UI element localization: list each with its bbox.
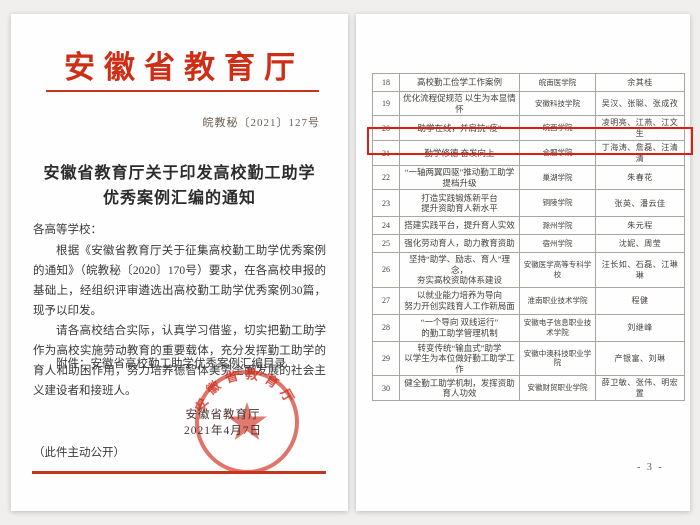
school-name: 巢湖学院 bbox=[519, 165, 596, 190]
author-names: 朱春花 bbox=[595, 165, 685, 190]
row-number: 19 bbox=[372, 91, 400, 116]
author-names: 张英、潘云佳 bbox=[595, 189, 685, 217]
case-list-page: 18 高校勤工俭学工作案例 皖南医学院 余其桂 19 优化流程促规范 以生为本显… bbox=[356, 14, 693, 511]
table-row: 30 健全勤工助学机制，发挥资助育人功效 安徽财贸职业学院 薛卫敏、张伟、明宏置 bbox=[372, 375, 685, 401]
case-name: 转变传统“输血式”助学 以学生为本位做好勤工助学工作 bbox=[399, 340, 520, 376]
author-names: 凌明亮、江燕、江文生 bbox=[595, 115, 685, 141]
school-name: 宿州学院 bbox=[519, 234, 596, 253]
case-name: “一轴两翼四驱”推动勤工助学提档升级 bbox=[399, 165, 520, 190]
case-name: 优化流程促规范 以生为本显情怀 bbox=[399, 91, 520, 116]
org-name-header: 安徽省教育厅 bbox=[64, 50, 304, 85]
row-number: 27 bbox=[372, 286, 400, 315]
table-row: 29 转变传统“输血式”助学 以学生为本位做好勤工助学工作 安徽中澳科技职业学院… bbox=[372, 340, 685, 376]
case-name: 以就业能力培养为导向 努力开创实践育人工作新局面 bbox=[399, 286, 520, 315]
row-number: 21 bbox=[372, 140, 400, 166]
case-table: 18 高校勤工俭学工作案例 皖南医学院 余其桂 19 优化流程促规范 以生为本显… bbox=[372, 73, 685, 401]
disclosure-note: （此件主动公开） bbox=[33, 447, 125, 459]
case-name: 搭建实践平台，提升育人实效 bbox=[399, 216, 520, 235]
row-number: 25 bbox=[372, 234, 400, 253]
salutation: 各高等学校： bbox=[33, 224, 102, 236]
table-row-highlighted: 21 勤学修德 奋发向上 合肥学院 丁海涛、詹磊、汪清清 bbox=[372, 140, 685, 166]
case-name: 健全勤工助学机制，发挥资助育人功效 bbox=[399, 375, 520, 401]
row-number: 30 bbox=[372, 375, 400, 401]
author-names: 刘继峰 bbox=[595, 313, 685, 342]
author-names: 吴汉、张聪、张成孜 bbox=[595, 91, 685, 116]
header-divider bbox=[46, 90, 319, 92]
table-row: 28 “一个导向 双线运行” 的勤工助学管理机制 安徽电子信息职业技术学院 刘继… bbox=[372, 313, 685, 342]
table-row: 22 “一轴两翼四驱”推动勤工助学提档升级 巢湖学院 朱春花 bbox=[372, 165, 685, 190]
school-name: 安徽财贸职业学院 bbox=[519, 375, 596, 401]
school-name: 安徽中澳科技职业学院 bbox=[519, 340, 596, 376]
row-number: 20 bbox=[372, 115, 400, 141]
doc-number: 皖教秘〔2021〕127号 bbox=[202, 117, 320, 129]
school-name: 铜陵学院 bbox=[519, 189, 596, 217]
case-name: 助学在线，并肩抗“疫” bbox=[399, 115, 520, 141]
paragraph: 根据《安徽省教育厅关于征集高校勤工助学优秀案例的通知》（皖教秘〔2020〕170… bbox=[33, 245, 326, 317]
page-number: - 3 - bbox=[637, 462, 664, 473]
table-row: 24 搭建实践平台，提升育人实效 滁州学院 朱元程 bbox=[372, 216, 685, 235]
school-name: 滁州学院 bbox=[519, 216, 596, 235]
row-number: 26 bbox=[372, 252, 400, 288]
issue-date: 2021年4月7日 bbox=[184, 425, 262, 437]
case-name: 坚持“助学、励志、育人”理念， 夯实高校资助体系建设 bbox=[399, 252, 520, 288]
school-name: 安徽医学高等专科学校 bbox=[519, 252, 596, 288]
case-name: 高校勤工俭学工作案例 bbox=[399, 73, 520, 92]
school-name: 安徽电子信息职业技术学院 bbox=[519, 313, 596, 342]
school-name: 合肥学院 bbox=[519, 140, 596, 166]
doc-title: 安徽省教育厅关于印发高校勤工助学 优秀案例汇编的通知 bbox=[43, 165, 316, 207]
table-row: 20 助学在线，并肩抗“疫” 皖西学院 凌明亮、江燕、江文生 bbox=[372, 115, 685, 141]
school-name: 淮南职业技术学院 bbox=[519, 286, 596, 315]
case-name: “一个导向 双线运行” 的勤工助学管理机制 bbox=[399, 313, 520, 342]
row-number: 29 bbox=[372, 340, 400, 376]
row-number: 28 bbox=[372, 313, 400, 342]
table-row: 27 以就业能力培养为导向 努力开创实践育人工作新局面 淮南职业技术学院 程健 bbox=[372, 286, 685, 315]
author-names: 产银富、刘琳 bbox=[595, 340, 685, 376]
issuer-name: 安徽省教育厅 bbox=[185, 409, 261, 421]
author-names: 程健 bbox=[595, 286, 685, 315]
author-names: 沈妮、周莹 bbox=[595, 234, 685, 253]
doc-body: 根据《安徽省教育厅关于征集高校勤工助学优秀案例的通知》（皖教秘〔2020〕170… bbox=[33, 241, 326, 401]
case-name: 打造实践锻炼新平台 提升资助育人新水平 bbox=[399, 189, 520, 217]
school-name: 皖西学院 bbox=[519, 115, 596, 141]
school-name: 安徽科技学院 bbox=[519, 91, 596, 116]
author-names: 薛卫敏、张伟、明宏置 bbox=[595, 375, 685, 401]
case-name: 勤学修德 奋发向上 bbox=[399, 140, 520, 166]
table-row: 19 优化流程促规范 以生为本显情怀 安徽科技学院 吴汉、张聪、张成孜 bbox=[372, 91, 685, 116]
author-names: 余其桂 bbox=[595, 73, 685, 92]
table-row: 18 高校勤工俭学工作案例 皖南医学院 余其桂 bbox=[372, 73, 685, 92]
row-number: 22 bbox=[372, 165, 400, 190]
author-names: 汪长如、石磊、江琳琳 bbox=[595, 252, 685, 288]
official-notice-page: 安徽省教育厅 皖教秘〔2021〕127号 安徽省教育厅关于印发高校勤工助学 优秀… bbox=[11, 14, 348, 511]
attachment-line: 附件：安徽省高校勤工助学优秀案例汇编目录 bbox=[56, 358, 286, 370]
stamp-star-icon bbox=[227, 402, 267, 440]
table-row: 23 打造实践锻炼新平台 提升资助育人新水平 铜陵学院 张英、潘云佳 bbox=[372, 189, 685, 217]
row-number: 18 bbox=[372, 73, 400, 92]
table-row: 26 坚持“助学、励志、育人”理念， 夯实高校资助体系建设 安徽医学高等专科学校… bbox=[372, 252, 685, 288]
footer-divider bbox=[32, 471, 326, 474]
case-name: 强化劳动育人，助力教育资助 bbox=[399, 234, 520, 253]
author-names: 朱元程 bbox=[595, 216, 685, 235]
row-number: 24 bbox=[372, 216, 400, 235]
row-number: 23 bbox=[372, 189, 400, 217]
table-row: 25 强化劳动育人，助力教育资助 宿州学院 沈妮、周莹 bbox=[372, 234, 685, 253]
author-names: 丁海涛、詹磊、汪清清 bbox=[595, 140, 685, 166]
school-name: 皖南医学院 bbox=[519, 73, 596, 92]
